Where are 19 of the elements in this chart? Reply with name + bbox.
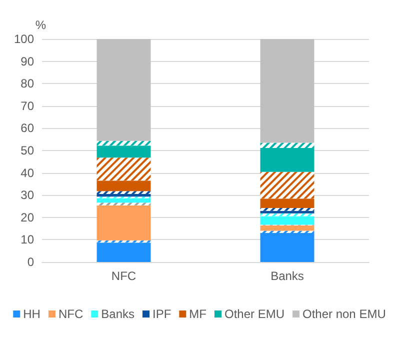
y-axis-title: % [35, 18, 46, 32]
y-tick-label: 0 [27, 255, 34, 269]
legend-label: HH [23, 307, 40, 321]
legend-label: Other non EMU [302, 307, 386, 321]
y-tick-label: 80 [20, 76, 34, 91]
y-tick-label: 20 [20, 210, 34, 224]
legend-label: Banks [101, 307, 134, 321]
y-tick-label: 90 [20, 54, 34, 68]
y-tick-label: 50 [20, 144, 34, 158]
y-tick-label: 70 [20, 98, 34, 113]
legend-label: NFC [58, 307, 84, 321]
y-tick-label: 30 [20, 188, 34, 202]
y-tick-label: 60 [20, 121, 34, 136]
y-tick-label: 100 [14, 32, 34, 46]
y-tick-label: 40 [20, 166, 34, 180]
legend-label: MF [189, 307, 206, 321]
y-tick-label: 10 [20, 232, 34, 247]
legend-label: Other EMU [224, 307, 284, 321]
legend-label: IPF [152, 307, 172, 321]
